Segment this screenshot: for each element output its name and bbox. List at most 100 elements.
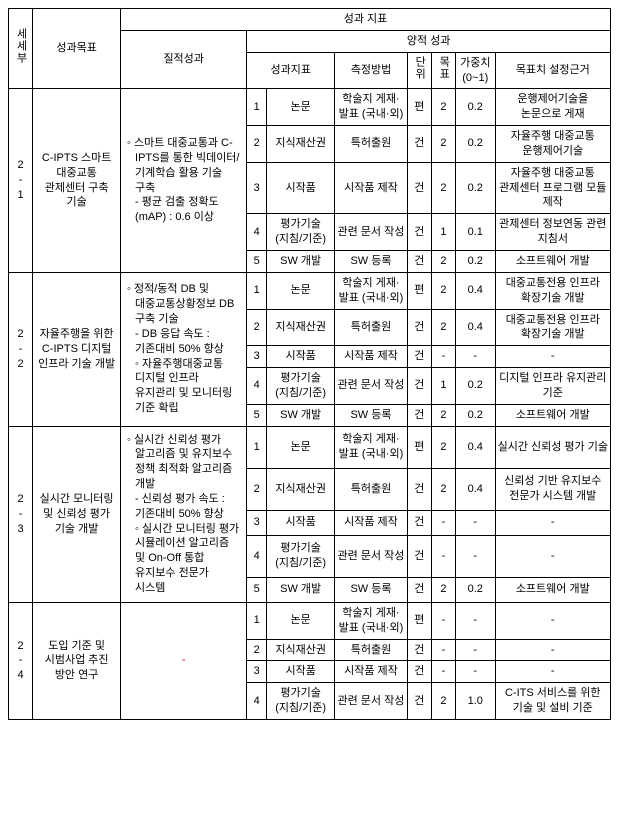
row-num: 1 (247, 272, 267, 309)
row-unit: 건 (407, 404, 431, 426)
row-target: 2 (431, 250, 455, 272)
col-method: 측정방법 (335, 52, 407, 89)
row-num: 2 (247, 126, 267, 163)
row-target: 2 (431, 89, 455, 126)
row-unit: 건 (407, 535, 431, 577)
row-method: 특허출원 (335, 468, 407, 510)
row-num: 4 (247, 368, 267, 405)
row-target: 2 (431, 162, 455, 214)
row-method: 시작품 제작 (335, 162, 407, 214)
row-basis: - (495, 602, 610, 639)
row-method: 학술지 게재·발표 (국내·외) (335, 272, 407, 309)
row-num: 5 (247, 404, 267, 426)
row-target: 2 (431, 309, 455, 346)
row-basis: 소프트웨어 개발 (495, 577, 610, 602)
row-unit: 건 (407, 126, 431, 163)
row-indicator: 논문 (267, 272, 335, 309)
row-indicator: 시작품 (267, 661, 335, 683)
section-goal: 도입 기준 및 시범사업 추진 방안 연구 (33, 602, 121, 719)
col-basis: 목표치 설정근거 (495, 52, 610, 89)
section-id: 2-2 (9, 272, 33, 426)
row-num: 5 (247, 250, 267, 272)
section-qual: ◦ 스마트 대중교통과 C-IPTS를 통한 빅데이터/기계학습 활용 기술 구… (121, 89, 247, 272)
row-weight: 0.4 (456, 272, 496, 309)
row-num: 1 (247, 602, 267, 639)
row-num: 2 (247, 309, 267, 346)
row-unit: 건 (407, 577, 431, 602)
row-indicator: SW 개발 (267, 404, 335, 426)
row-target: - (431, 661, 455, 683)
row-weight: 0.2 (456, 89, 496, 126)
row-indicator: 평가기술 (지침/기준) (267, 535, 335, 577)
col-quant: 양적 성과 (247, 30, 611, 52)
row-unit: 건 (407, 368, 431, 405)
row-method: 학술지 게재·발표 (국내·외) (335, 89, 407, 126)
row-unit: 건 (407, 639, 431, 661)
table-row: 2-3실시간 모니터링 및 신뢰성 평가 기술 개발◦ 실시간 신뢰성 평가 알… (9, 426, 611, 468)
row-weight: - (456, 510, 496, 535)
row-target: - (431, 535, 455, 577)
row-basis: - (495, 535, 610, 577)
table-row: 2-2자율주행을 위한 C-IPTS 디지털 인프라 기술 개발◦ 정적/동적 … (9, 272, 611, 309)
row-method: SW 등록 (335, 577, 407, 602)
row-target: - (431, 602, 455, 639)
row-target: 2 (431, 404, 455, 426)
row-basis: 대중교통전용 인프라 확장기술 개발 (495, 309, 610, 346)
table-row: 2-1C-IPTS 스마트 대중교통 관제센터 구축 기술◦ 스마트 대중교통과… (9, 89, 611, 126)
row-num: 1 (247, 89, 267, 126)
row-indicator: 지식재산권 (267, 309, 335, 346)
section-id: 2-4 (9, 602, 33, 719)
col-perf-indicator: 성과 지표 (121, 9, 611, 31)
row-target: 1 (431, 368, 455, 405)
row-unit: 편 (407, 426, 431, 468)
row-basis: 소프트웨어 개발 (495, 404, 610, 426)
col-goal: 성과목표 (33, 9, 121, 89)
row-num: 4 (247, 214, 267, 251)
row-target: 2 (431, 468, 455, 510)
row-method: SW 등록 (335, 404, 407, 426)
row-indicator: 논문 (267, 602, 335, 639)
row-weight: 0.2 (456, 577, 496, 602)
row-unit: 건 (407, 346, 431, 368)
row-indicator: 평가기술 (지침/기준) (267, 214, 335, 251)
row-indicator: 시작품 (267, 346, 335, 368)
row-num: 3 (247, 661, 267, 683)
row-num: 4 (247, 683, 267, 720)
row-num: 3 (247, 510, 267, 535)
row-method: 학술지 게재·발표 (국내·외) (335, 426, 407, 468)
row-target: - (431, 510, 455, 535)
row-basis: C-ITS 서비스를 위한 기술 및 설비 기준 (495, 683, 610, 720)
row-unit: 건 (407, 468, 431, 510)
row-weight: - (456, 346, 496, 368)
row-unit: 건 (407, 683, 431, 720)
row-num: 5 (247, 577, 267, 602)
section-goal: 실시간 모니터링 및 신뢰성 평가 기술 개발 (33, 426, 121, 602)
row-target: 2 (431, 426, 455, 468)
row-unit: 편 (407, 272, 431, 309)
row-target: 2 (431, 577, 455, 602)
section-qual: - (121, 602, 247, 719)
row-indicator: 논문 (267, 89, 335, 126)
row-indicator: 논문 (267, 426, 335, 468)
row-num: 2 (247, 639, 267, 661)
row-unit: 건 (407, 510, 431, 535)
row-weight: 0.2 (456, 126, 496, 163)
row-basis: 소프트웨어 개발 (495, 250, 610, 272)
row-indicator: 지식재산권 (267, 468, 335, 510)
row-weight: 0.4 (456, 468, 496, 510)
row-weight: 0.2 (456, 404, 496, 426)
row-basis: 자율주행 대중교통 관제센터 프로그램 모듈 제작 (495, 162, 610, 214)
row-unit: 건 (407, 214, 431, 251)
row-num: 4 (247, 535, 267, 577)
row-weight: - (456, 639, 496, 661)
row-target: - (431, 346, 455, 368)
row-weight: - (456, 661, 496, 683)
row-method: 특허출원 (335, 639, 407, 661)
col-target: 목표 (431, 52, 455, 89)
row-basis: 운행제어기술을 논문으로 게재 (495, 89, 610, 126)
row-method: 관련 문서 작성 (335, 214, 407, 251)
row-indicator: 지식재산권 (267, 126, 335, 163)
row-target: 2 (431, 683, 455, 720)
row-method: 학술지 게재·발표 (국내·외) (335, 602, 407, 639)
row-indicator: 지식재산권 (267, 639, 335, 661)
